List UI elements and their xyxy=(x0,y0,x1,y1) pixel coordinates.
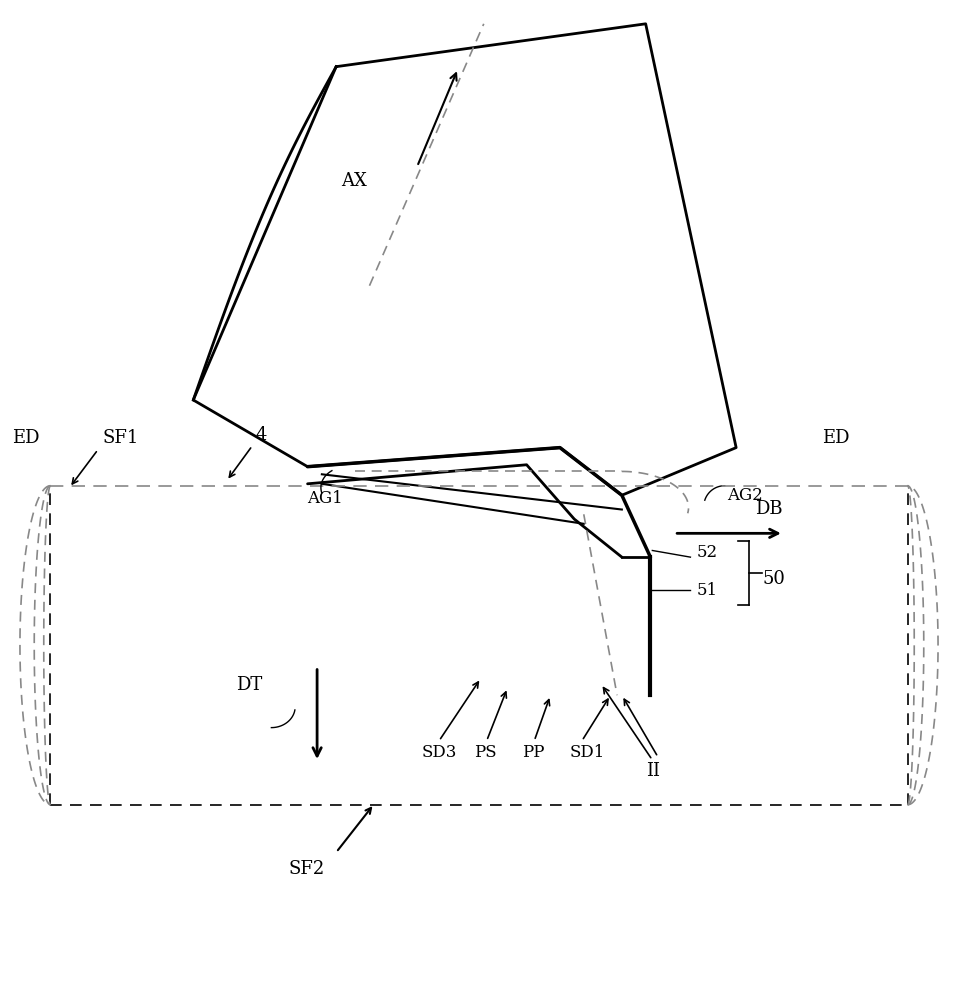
Text: SD1: SD1 xyxy=(569,744,604,761)
Text: PP: PP xyxy=(522,744,544,761)
Text: SF2: SF2 xyxy=(288,860,325,878)
Text: II: II xyxy=(646,762,660,780)
Text: SD3: SD3 xyxy=(422,744,457,761)
Text: PS: PS xyxy=(474,744,497,761)
Text: AX: AX xyxy=(341,172,367,190)
Text: 4: 4 xyxy=(255,426,266,444)
Text: DT: DT xyxy=(236,676,262,694)
Text: AG2: AG2 xyxy=(726,487,763,504)
Text: 51: 51 xyxy=(696,582,718,599)
Text: 52: 52 xyxy=(696,544,718,561)
Text: AG1: AG1 xyxy=(308,490,343,507)
Text: DB: DB xyxy=(755,500,783,518)
Text: ED: ED xyxy=(12,429,40,447)
Text: ED: ED xyxy=(822,429,850,447)
Text: 50: 50 xyxy=(763,570,786,588)
Text: SF1: SF1 xyxy=(103,429,139,447)
